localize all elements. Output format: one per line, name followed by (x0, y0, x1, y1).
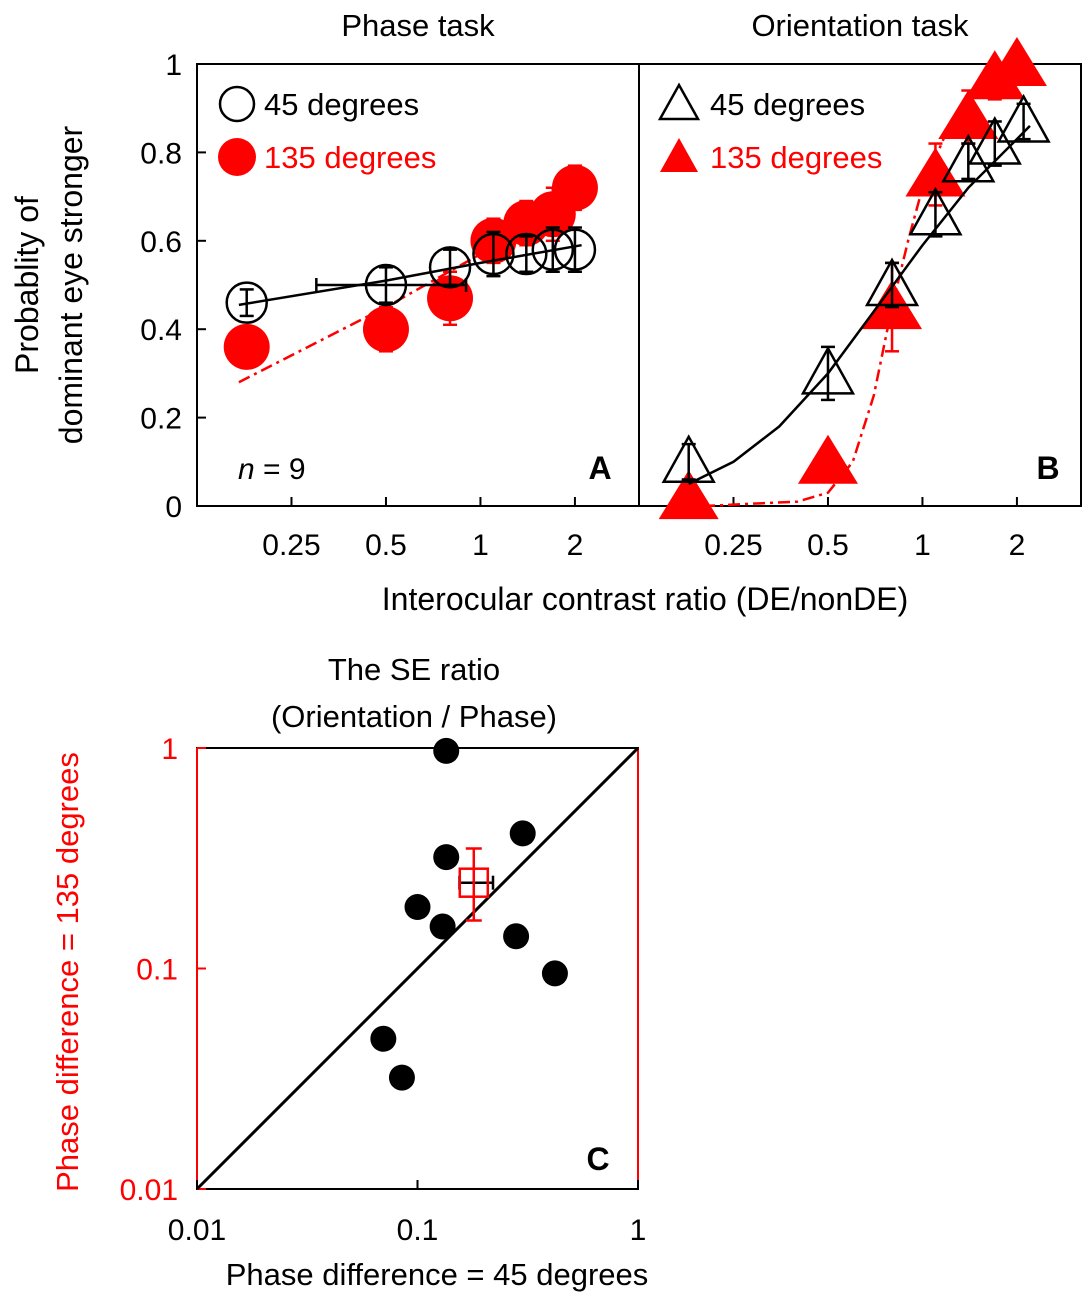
panel-b-title: Orientation task (751, 8, 969, 43)
legend-a-45-label: 45 degrees (264, 87, 419, 122)
data-point (388, 1064, 415, 1091)
annotation-n-symbol: n (238, 453, 255, 486)
y-tick-label: 1 (165, 49, 182, 82)
data-point-45 (225, 281, 268, 324)
panel-c-y-axis-label: Phase difference = 135 degrees (50, 752, 85, 1192)
x-tick-label: 0.25 (704, 529, 762, 562)
y-axis-label-line2: dominant eye stronger (53, 125, 89, 444)
panel-label-a: A (588, 450, 611, 486)
y-tick-label: 1 (161, 733, 178, 766)
x-tick-label: 1 (914, 529, 931, 562)
data-point-45 (505, 232, 548, 276)
mean-marker (458, 867, 490, 898)
legend-b-135-marker (660, 138, 698, 172)
panel-label-c: C (586, 1141, 609, 1177)
panel-c-title-line1: The SE ratio (328, 652, 500, 687)
x-tick-label: 1 (630, 1214, 647, 1247)
data-point-135 (551, 164, 598, 211)
y-tick-label: 0.2 (140, 403, 182, 436)
y-tick-label: 0.01 (120, 1174, 178, 1207)
x-tick-label: 0.01 (168, 1214, 226, 1247)
data-point (503, 923, 530, 950)
y-tick-label: 0.4 (140, 314, 182, 347)
data-point-135 (658, 470, 719, 520)
x-axis-label-top: Interocular contrast ratio (DE/nonDE) (382, 581, 908, 617)
y-tick-label: 0.1 (136, 954, 178, 987)
identity-line (195, 746, 640, 1191)
data-point-135 (223, 323, 270, 370)
data-point (433, 844, 460, 871)
x-tick-label: 0.25 (262, 529, 320, 562)
legend-b-135-label: 135 degrees (710, 140, 882, 175)
x-tick-label: 1 (472, 529, 489, 562)
data-point (509, 820, 536, 847)
x-tick-label: 2 (567, 529, 584, 562)
x-tick-label: 0.1 (397, 1214, 439, 1247)
legend-a-135-marker (218, 138, 256, 176)
fit-line-45 (238, 243, 582, 307)
data-point-45 (941, 133, 996, 183)
panel-a-title: Phase task (341, 8, 495, 43)
panel-c-x-axis-label: Phase difference = 45 degrees (226, 1257, 649, 1292)
annotation-n: n = 9 (238, 453, 306, 486)
data-point-45 (661, 434, 716, 484)
data-point-135 (938, 90, 999, 140)
fit-line-45 (688, 125, 1031, 486)
y-tick-label: 0 (165, 491, 182, 524)
panel-label-b: B (1036, 450, 1059, 486)
data-point-45 (996, 93, 1051, 143)
panel-c-title-line2: (Orientation / Phase) (271, 699, 557, 734)
data-point-135 (797, 434, 858, 484)
panel-b-frame (638, 63, 1082, 507)
data-point (370, 1025, 397, 1052)
data-point (404, 894, 431, 921)
data-point (429, 913, 456, 940)
legend-b-45-marker (657, 82, 701, 121)
y-tick-label: 0.6 (140, 226, 182, 259)
y-tick-label: 0.8 (140, 137, 182, 170)
data-point (433, 737, 460, 764)
data-point-135 (986, 37, 1047, 86)
data-point (541, 960, 568, 987)
y-axis-label-line1: Probablity of (9, 196, 45, 374)
data-point-135 (905, 147, 966, 197)
annotation-n-value: = 9 (255, 453, 306, 486)
legend-b-45-label: 45 degrees (710, 87, 865, 122)
x-tick-label: 0.5 (365, 529, 407, 562)
data-point-45 (428, 246, 472, 289)
data-point-135 (362, 306, 409, 353)
x-tick-label: 0.5 (807, 529, 849, 562)
x-tick-label: 2 (1009, 529, 1026, 562)
legend-a-45-marker (218, 85, 256, 123)
legend-a-135-label: 135 degrees (264, 140, 436, 175)
data-point-135 (427, 275, 474, 322)
